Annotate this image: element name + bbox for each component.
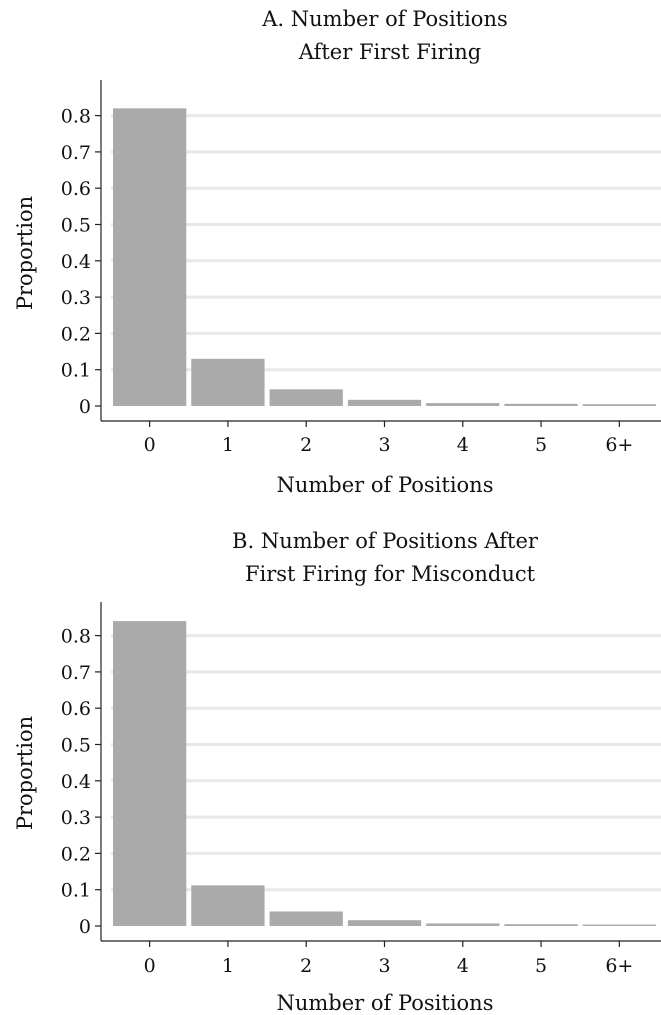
y-tick-label: 0.2 [61, 843, 91, 865]
bar-0 [113, 108, 187, 406]
y-tick-label: 0 [79, 916, 91, 938]
bar-3 [347, 920, 422, 926]
x-tick-label: 1 [222, 434, 234, 456]
y-tick-label: 0.3 [61, 287, 91, 309]
panel-a: A. Number of Positions After First Firin… [13, 7, 661, 497]
chart-title-line-2: After First Firing [298, 40, 481, 64]
x-tick-label: 2 [300, 434, 312, 456]
x-tick-label: 4 [457, 434, 469, 456]
y-tick-label: 0.7 [61, 662, 91, 684]
bar-5 [504, 924, 578, 926]
x-axis-label: Number of Positions [276, 991, 493, 1015]
y-tick-label: 0.4 [61, 771, 91, 793]
x-tick-label: 4 [457, 955, 469, 977]
chart-title-line-1: B. Number of Positions After [232, 529, 539, 553]
x-tick-label: 0 [144, 434, 156, 456]
y-axis-label: Proportion [13, 716, 37, 830]
bar-0 [113, 621, 187, 926]
bar-4 [426, 403, 500, 406]
bar-1 [191, 885, 265, 926]
bars [113, 621, 656, 926]
gridlines [111, 114, 661, 372]
y-tick-label: 0 [79, 396, 91, 418]
y-tick-label: 0.1 [61, 360, 91, 382]
y-tick-label: 0.6 [61, 178, 91, 200]
panel-b: B. Number of Positions After First Firin… [13, 529, 661, 1015]
x-tick-label: 2 [300, 955, 312, 977]
y-tick-label: 0.7 [61, 142, 91, 164]
x-tick-label: 1 [222, 955, 234, 977]
x-tick-label: 6+ [605, 434, 633, 456]
y-tick-label: 0.5 [61, 215, 91, 237]
y-axis-label: Proportion [13, 196, 37, 310]
x-tick-label: 5 [535, 955, 547, 977]
y-tick-label: 0.2 [61, 323, 91, 345]
tick-labels: 0 0.1 0.2 0.3 0.4 0.5 0.6 0.7 0.8 0 1 2 3 4 5 6+ [61, 626, 634, 977]
x-tick-label: 5 [535, 434, 547, 456]
y-tick-label: 0.5 [61, 735, 91, 757]
y-tick-label: 0.1 [61, 880, 91, 902]
bar-1 [191, 358, 265, 406]
bar-2 [269, 389, 343, 406]
bar-5 [504, 403, 578, 406]
bar-2 [269, 911, 343, 926]
bar-6plus [582, 924, 656, 926]
x-tick-label: 0 [144, 955, 156, 977]
bar-6plus [582, 404, 656, 406]
chart-title-line-2: First Firing for Misconduct [245, 562, 536, 586]
x-tick-label: 6+ [605, 955, 633, 977]
chart-title-line-1: A. Number of Positions [261, 7, 508, 31]
y-tick-label: 0.8 [61, 106, 91, 128]
y-tick-label: 0.3 [61, 807, 91, 829]
y-tick-label: 0.6 [61, 698, 91, 720]
y-tick-label: 0.4 [61, 251, 91, 273]
bars [113, 108, 656, 406]
bar-3 [347, 399, 422, 406]
y-tick-label: 0.8 [61, 626, 91, 648]
x-tick-label: 3 [378, 955, 390, 977]
tick-labels: 0 0.1 0.2 0.3 0.4 0.5 0.6 0.7 0.8 0 1 2 3 4 5 6+ [61, 106, 634, 456]
x-axis-label: Number of Positions [276, 473, 493, 497]
gridlines [111, 634, 661, 892]
bar-4 [426, 923, 500, 926]
x-tick-label: 3 [378, 434, 390, 456]
